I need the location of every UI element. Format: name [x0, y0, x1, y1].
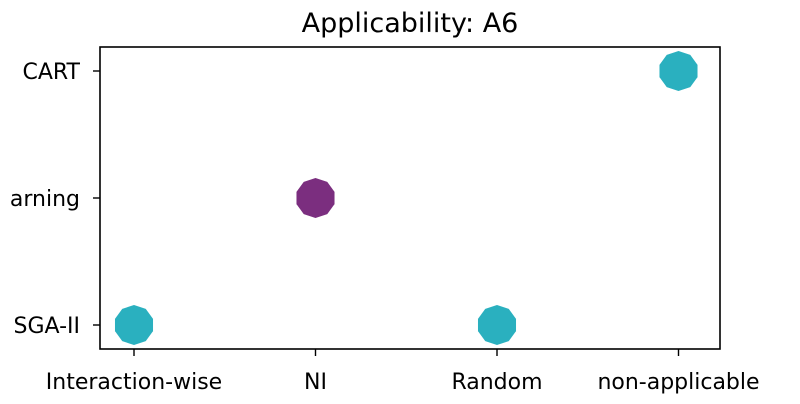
x-tick-label: NI: [304, 370, 327, 395]
y-axis: SGA-II arning CART: [10, 60, 100, 339]
x-tick-label: non-applicable: [597, 370, 759, 395]
scatter-point: [659, 51, 698, 91]
scatter-point: [114, 305, 154, 345]
scatter-point: [296, 178, 335, 218]
scatter-point: [477, 305, 517, 345]
chart-title: Applicability: A6: [302, 8, 519, 39]
y-tick-label: CART: [22, 60, 80, 85]
y-tick-label: SGA-II: [14, 314, 81, 339]
plot-frame: [99, 46, 721, 350]
y-tick-label: arning: [10, 187, 80, 212]
x-axis: Interaction-wise NI Random non-applicable: [46, 349, 760, 395]
x-tick-label: Interaction-wise: [46, 370, 222, 395]
data-points: [114, 51, 698, 345]
x-tick-label: Random: [451, 370, 542, 395]
